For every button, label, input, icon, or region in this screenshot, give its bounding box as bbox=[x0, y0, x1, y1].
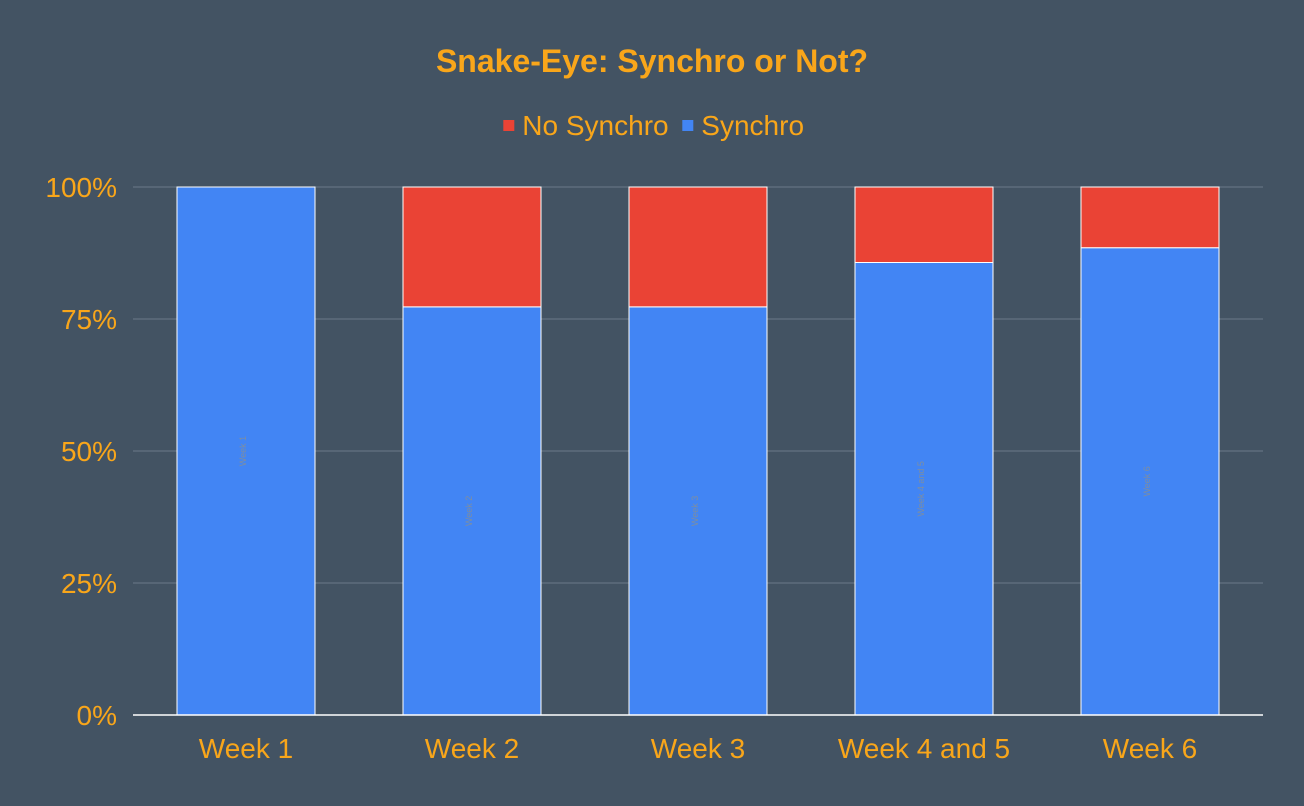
y-tick-label: 75% bbox=[61, 304, 117, 335]
legend-swatch-synchro bbox=[682, 120, 694, 131]
bar-inner-label: Week 6 bbox=[1142, 466, 1152, 496]
legend-label-synchro: Synchro bbox=[701, 110, 804, 141]
x-tick-label: Week 6 bbox=[1103, 733, 1197, 764]
x-tick-label: Week 3 bbox=[651, 733, 745, 764]
legend-label-no-synchro: No Synchro bbox=[522, 110, 668, 141]
legend-swatch-no-synchro bbox=[503, 120, 515, 131]
bar-synchro-week-1 bbox=[176, 186, 316, 716]
bar-inner-label: Week 3 bbox=[690, 496, 700, 526]
x-tick-label: Week 2 bbox=[425, 733, 519, 764]
y-tick-label: 50% bbox=[61, 436, 117, 467]
bar-no-synchro-week-4-and-5 bbox=[854, 186, 994, 264]
bar-no-synchro-week-3 bbox=[628, 186, 768, 308]
bar-no-synchro-week-2 bbox=[402, 186, 542, 308]
x-axis: Week 1 Week 2 Week 3 Week 4 and 5 Week 6 bbox=[133, 714, 1263, 764]
x-tick-label: Week 4 and 5 bbox=[838, 733, 1010, 764]
y-tick-label: 100% bbox=[45, 172, 117, 203]
y-tick-label: 0% bbox=[77, 700, 117, 731]
bar-synchro-week-6 bbox=[1080, 247, 1220, 716]
bar-inner-label: Week 4 and 5 bbox=[916, 461, 926, 516]
chart-title: Snake-Eye: Synchro or Not? bbox=[436, 43, 868, 79]
legend: No Synchro Synchro bbox=[503, 110, 804, 141]
bar-no-synchro-week-6 bbox=[1080, 186, 1220, 249]
bar-inner-label: Week 1 bbox=[238, 436, 248, 466]
y-axis: 0% 25% 50% 75% 100% bbox=[45, 172, 117, 731]
bars: Week 1 Week 2 Week 3 Week 4 and 5 Week 6 bbox=[176, 186, 1220, 716]
y-tick-label: 25% bbox=[61, 568, 117, 599]
bar-inner-label: Week 2 bbox=[464, 496, 474, 526]
x-tick-label: Week 1 bbox=[199, 733, 293, 764]
